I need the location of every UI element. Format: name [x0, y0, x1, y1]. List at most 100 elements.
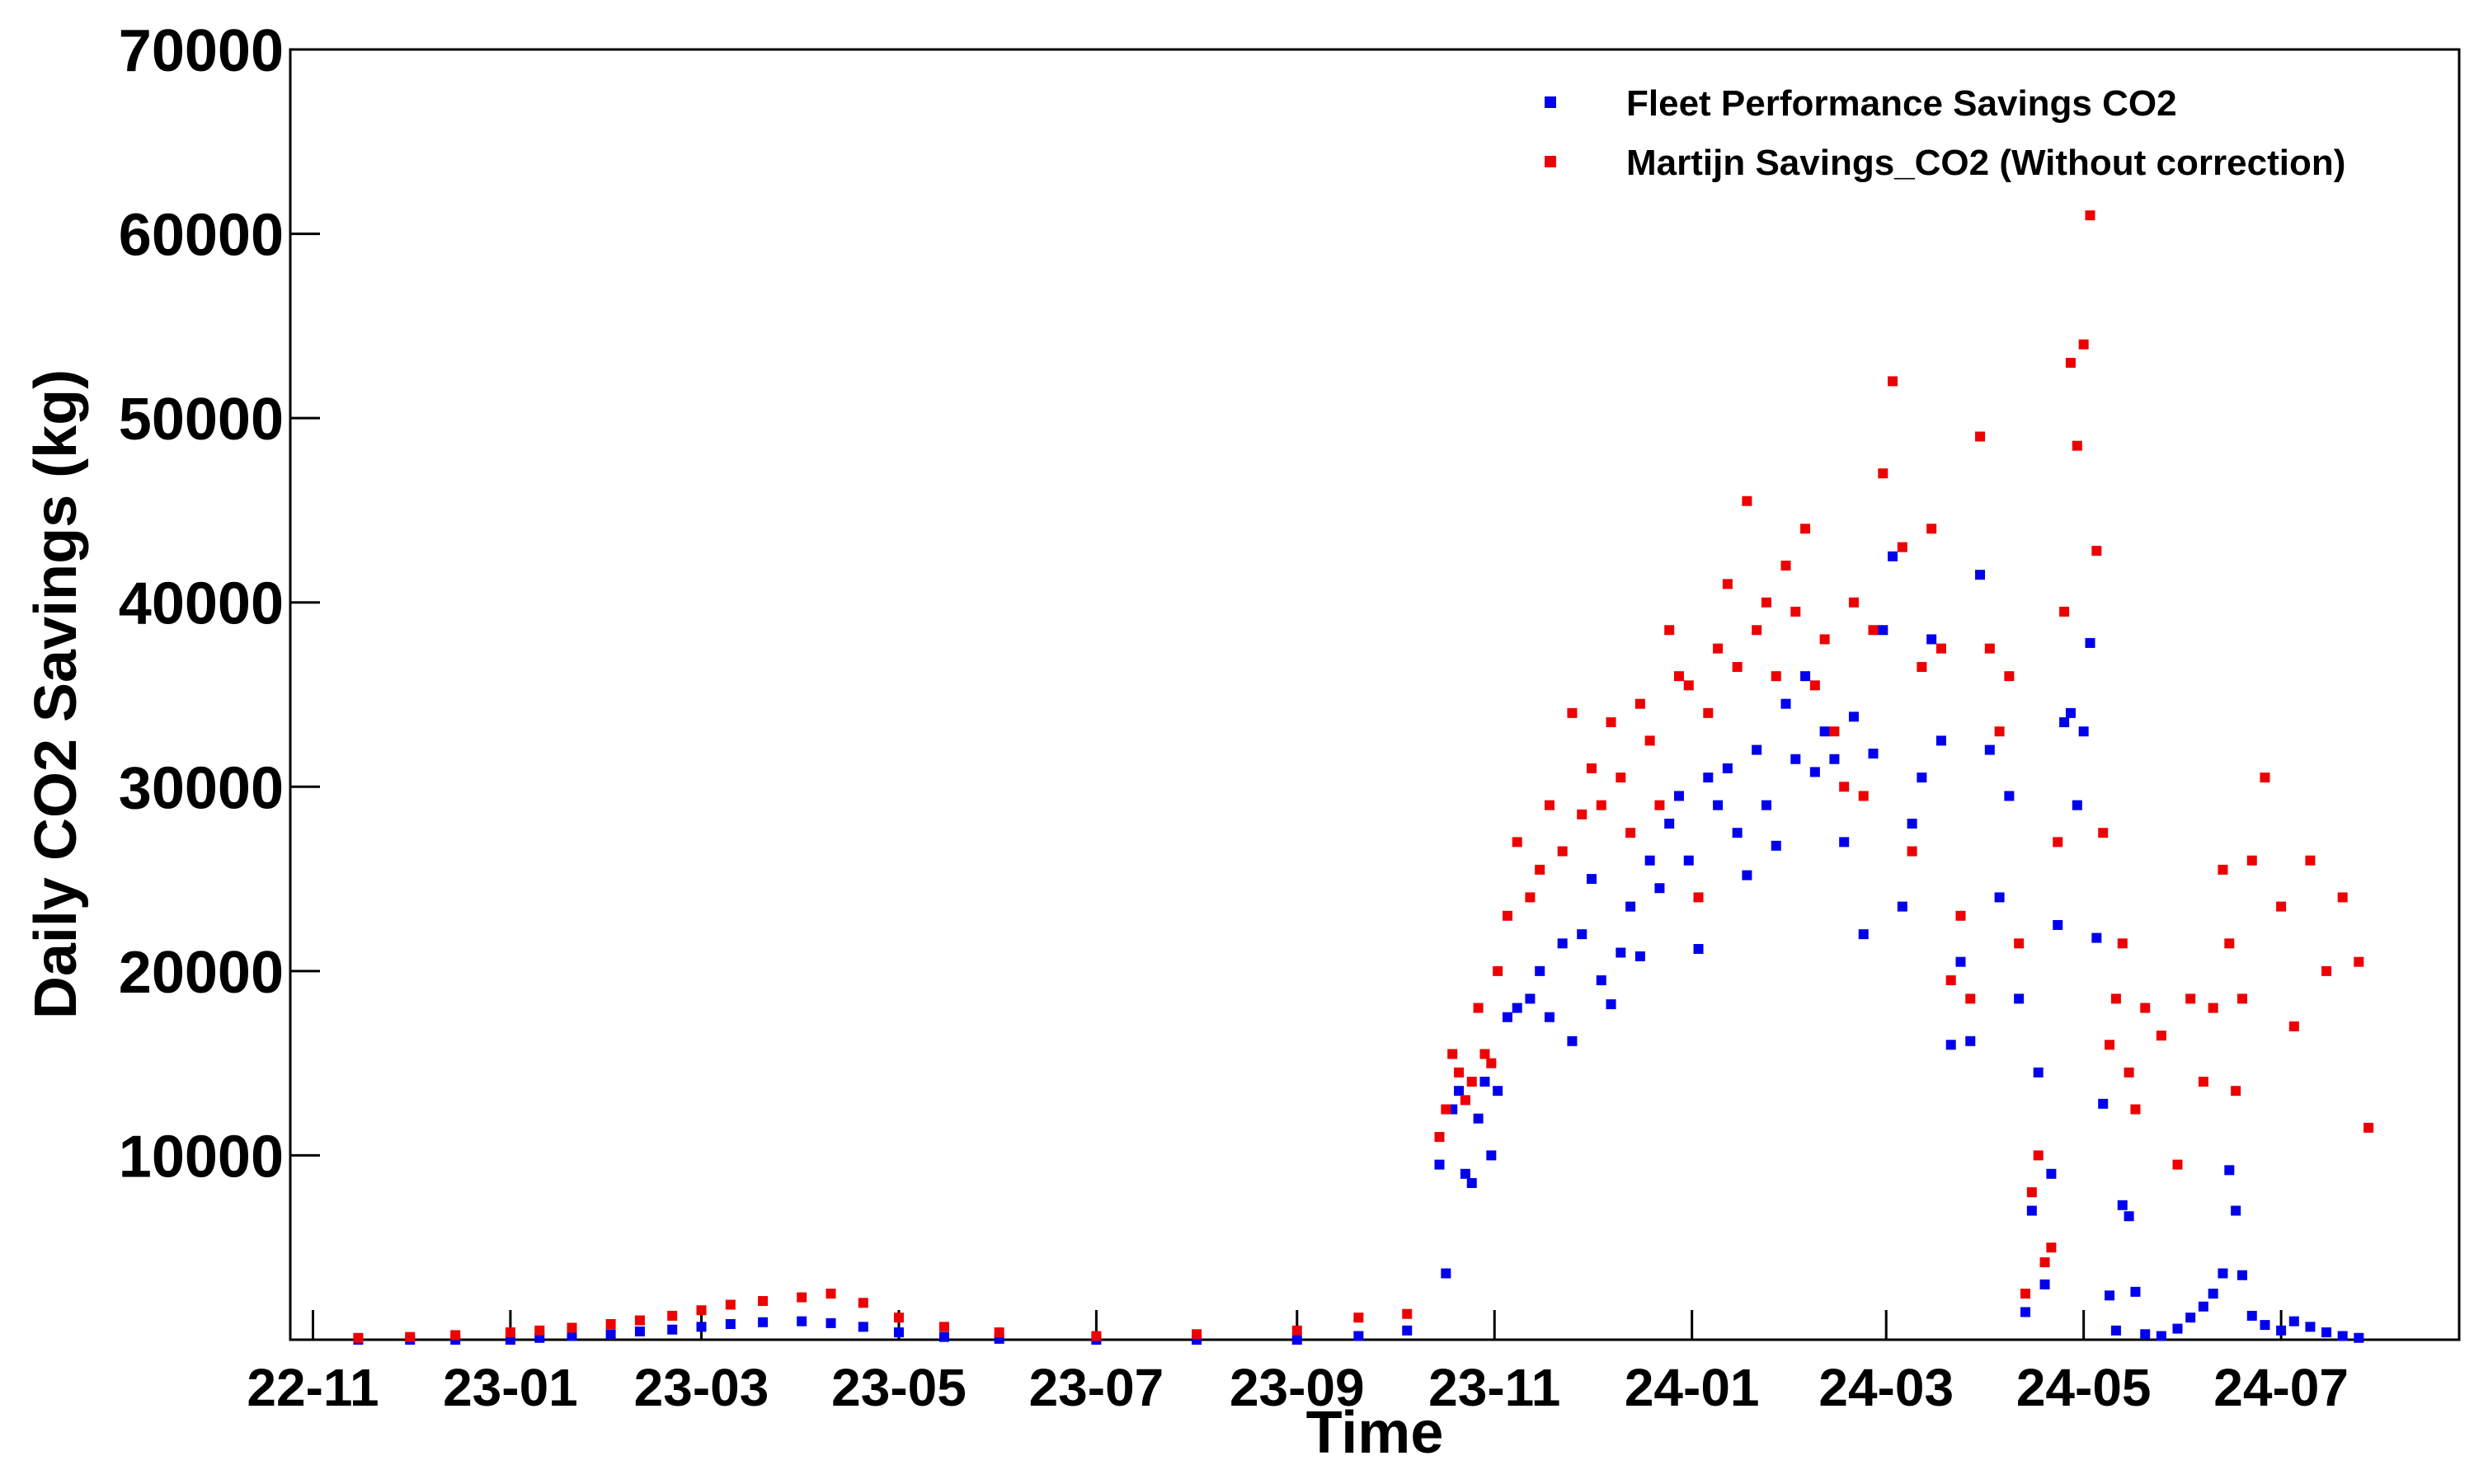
data-point: [1625, 901, 1636, 912]
data-point: [1829, 726, 1840, 737]
data-point: [2110, 993, 2121, 1004]
data-point: [2354, 1332, 2364, 1343]
data-point: [1935, 643, 1946, 654]
data-point: [1955, 910, 1966, 921]
data-point: [1809, 767, 1820, 777]
data-point: [2218, 1268, 2228, 1279]
data-point: [2321, 965, 2332, 976]
x-tick-label: 23-09: [1230, 1358, 1365, 1417]
data-point: [758, 1317, 769, 1327]
data-point: [1771, 671, 1781, 682]
data-point: [2246, 855, 2257, 866]
data-point: [1353, 1313, 1364, 1323]
x-tick-label: 23-05: [831, 1358, 967, 1417]
data-point: [1402, 1308, 1413, 1319]
data-point: [2260, 1320, 2270, 1331]
data-point: [567, 1331, 577, 1341]
data-point: [1493, 1086, 1503, 1097]
data-point: [858, 1298, 868, 1308]
data-point: [1800, 671, 1811, 682]
data-point: [1673, 671, 1684, 682]
data-point: [1994, 892, 2005, 903]
data-point: [2130, 1286, 2141, 1297]
data-point: [1713, 643, 1724, 654]
data-point: [1634, 698, 1645, 709]
data-point: [1848, 597, 1859, 608]
data-point: [1557, 846, 1568, 857]
data-point: [1965, 993, 1976, 1004]
data-point: [1800, 524, 1811, 534]
data-point: [1616, 947, 1626, 958]
y-tick-label: 30000: [119, 755, 284, 821]
data-point: [1907, 846, 1917, 857]
data-point: [2091, 546, 2102, 556]
data-point: [1888, 551, 1898, 561]
y-tick-label: 10000: [119, 1124, 284, 1190]
data-point: [1654, 800, 1665, 810]
data-point: [1945, 975, 1956, 986]
data-point: [2140, 1003, 2151, 1013]
data-point: [2110, 1325, 2121, 1336]
data-point: [1761, 800, 1771, 810]
data-point: [1644, 855, 1655, 866]
data-point: [2078, 339, 2089, 350]
data-point: [534, 1325, 545, 1336]
data-point: [2321, 1327, 2332, 1338]
data-point: [1587, 763, 1597, 773]
data-point: [1460, 1095, 1470, 1106]
x-tick-label: 24-03: [1818, 1358, 1954, 1417]
data-point: [938, 1331, 949, 1342]
series-layer: [353, 210, 2374, 1345]
data-point: [1535, 864, 1545, 875]
data-point: [2185, 993, 2196, 1004]
data-point: [2033, 1067, 2044, 1078]
data-point: [1907, 819, 1917, 829]
x-axis: 22-11 23-01 23-03 23-05 23-07 23-09 23-11 24-01…: [247, 1310, 2349, 1417]
data-point: [1192, 1329, 1202, 1340]
data-point: [1606, 999, 1616, 1010]
data-point: [2004, 791, 2015, 801]
data-point: [696, 1305, 707, 1316]
data-point: [1897, 542, 1907, 552]
data-point: [858, 1322, 868, 1332]
data-point: [2237, 993, 2247, 1004]
data-point: [2130, 1104, 2141, 1115]
data-point: [2208, 1289, 2218, 1299]
data-point: [825, 1289, 836, 1299]
y-tick-label: 40000: [119, 571, 284, 637]
data-point: [1596, 975, 1606, 986]
data-point: [1917, 661, 1927, 672]
data-point: [1878, 468, 1888, 479]
data-point: [2140, 1329, 2151, 1340]
x-tick-label: 24-01: [1625, 1358, 1760, 1417]
data-point: [634, 1326, 645, 1336]
data-point: [1984, 744, 1995, 755]
data-point: [1644, 735, 1655, 746]
data-point: [1525, 993, 1536, 1004]
data-point: [634, 1315, 645, 1326]
data-point: [1858, 929, 1869, 940]
data-point: [1839, 782, 1850, 792]
data-point: [667, 1324, 678, 1335]
data-point: [1616, 773, 1626, 783]
data-point: [1819, 634, 1830, 645]
data-point: [1577, 809, 1587, 819]
data-point: [1780, 561, 1791, 571]
data-point: [893, 1313, 904, 1323]
data-point: [2059, 606, 2070, 617]
data-point: [2172, 1159, 2183, 1170]
x-tick-label: 22-11: [247, 1358, 379, 1417]
data-point: [1502, 1012, 1512, 1022]
data-point: [1868, 749, 1879, 759]
data-point: [1544, 800, 1554, 810]
data-point: [1535, 965, 1545, 976]
data-point: [2305, 855, 2316, 866]
data-point: [1434, 1159, 1445, 1170]
data-point: [1868, 625, 1879, 636]
legend-swatch: [1545, 96, 1556, 108]
data-point: [1291, 1325, 1302, 1336]
data-point: [2014, 993, 2025, 1004]
data-point: [1722, 763, 1733, 773]
data-point: [2085, 637, 2095, 648]
data-point: [2014, 938, 2025, 949]
